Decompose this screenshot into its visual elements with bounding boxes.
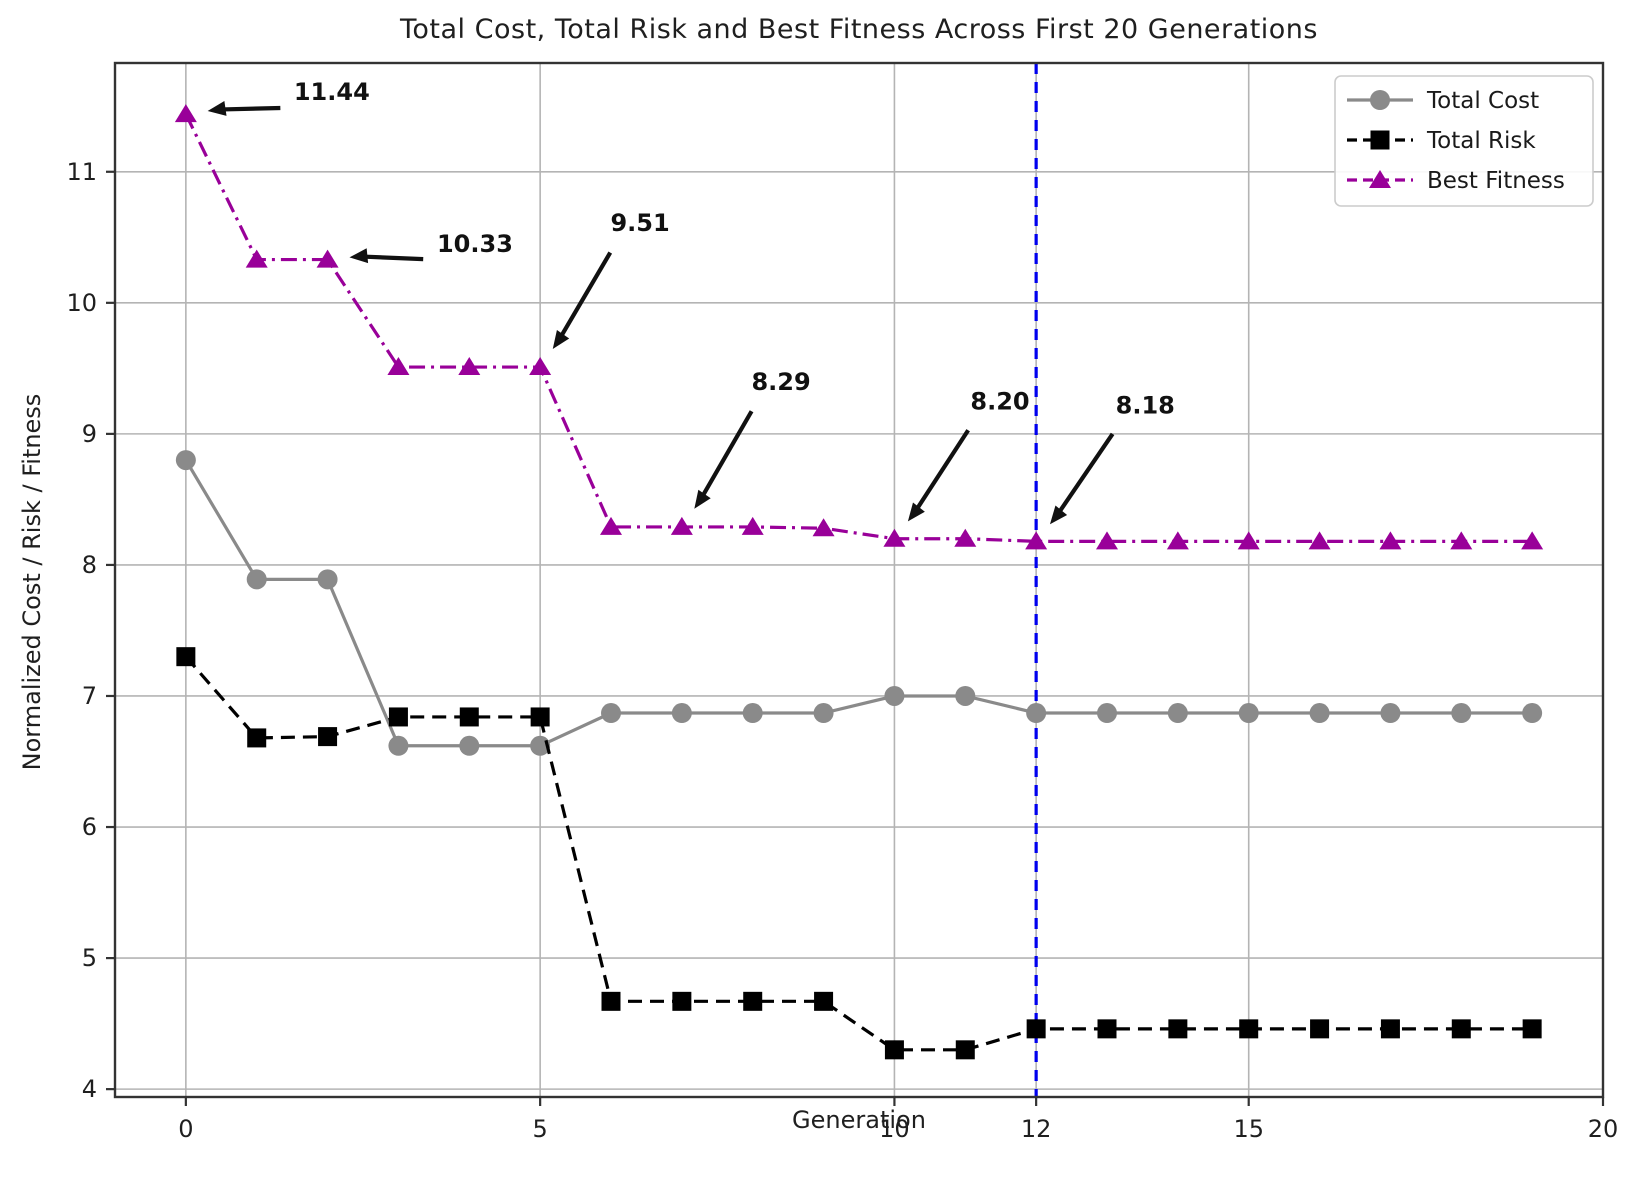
annotation-label: 9.51: [610, 209, 669, 237]
legend-label: Total Cost: [1426, 88, 1539, 114]
series-best-fitness: [174, 104, 1544, 550]
legend-label: Total Risk: [1426, 128, 1536, 154]
y-tick-label: 10: [66, 289, 97, 317]
x-tick-label: 0: [178, 1115, 193, 1143]
annotations: 11.44 10.33 9.51 8.29 8.20 8.18: [207, 78, 1175, 525]
x-tick-label: 15: [1233, 1115, 1264, 1143]
annotation-label: 11.44: [294, 78, 370, 106]
chart-title: Total Cost, Total Risk and Best Fitness …: [400, 14, 1318, 45]
y-tick-label: 9: [82, 420, 97, 448]
legend-entry-best-fitness: Best Fitness: [1347, 168, 1565, 194]
y-tick-label: 11: [66, 158, 97, 186]
annotation-label: 10.33: [437, 230, 513, 258]
series-total-risk: [176, 647, 1542, 1060]
y-tick-label: 8: [82, 551, 97, 579]
legend-box: [1334, 75, 1594, 207]
tick-marks: [106, 170, 1605, 1106]
x-tick-label: 10: [879, 1115, 910, 1143]
legend-entry-total-risk: Total Risk: [1347, 128, 1536, 154]
y-tick-labels: 4 5 6 7 8 9 10 11: [66, 158, 97, 1103]
gridlines: [115, 63, 1604, 1097]
legend-entry-total-cost: Total Cost: [1347, 88, 1539, 114]
y-tick-label: 7: [82, 682, 97, 710]
x-tick-labels: 0 5 10 12 15 20: [178, 1115, 1618, 1143]
x-tick-label: 20: [1588, 1115, 1619, 1143]
x-axis-label: Generation: [792, 1106, 926, 1134]
annotation-label: 8.20: [970, 387, 1029, 415]
x-tick-label: 12: [1021, 1115, 1052, 1143]
legend: Total Cost Total Risk Best Fitness: [1334, 75, 1594, 207]
annotation-label: 8.29: [751, 368, 810, 396]
series-total-cost: [175, 450, 1543, 756]
y-tick-label: 5: [82, 944, 97, 972]
legend-label: Best Fitness: [1427, 168, 1565, 194]
y-tick-label: 4: [82, 1075, 97, 1103]
annotation-label: 8.18: [1116, 391, 1175, 419]
plot-border: [113, 61, 1605, 1099]
x-tick-label: 5: [533, 1115, 548, 1143]
y-tick-label: 6: [82, 813, 97, 841]
